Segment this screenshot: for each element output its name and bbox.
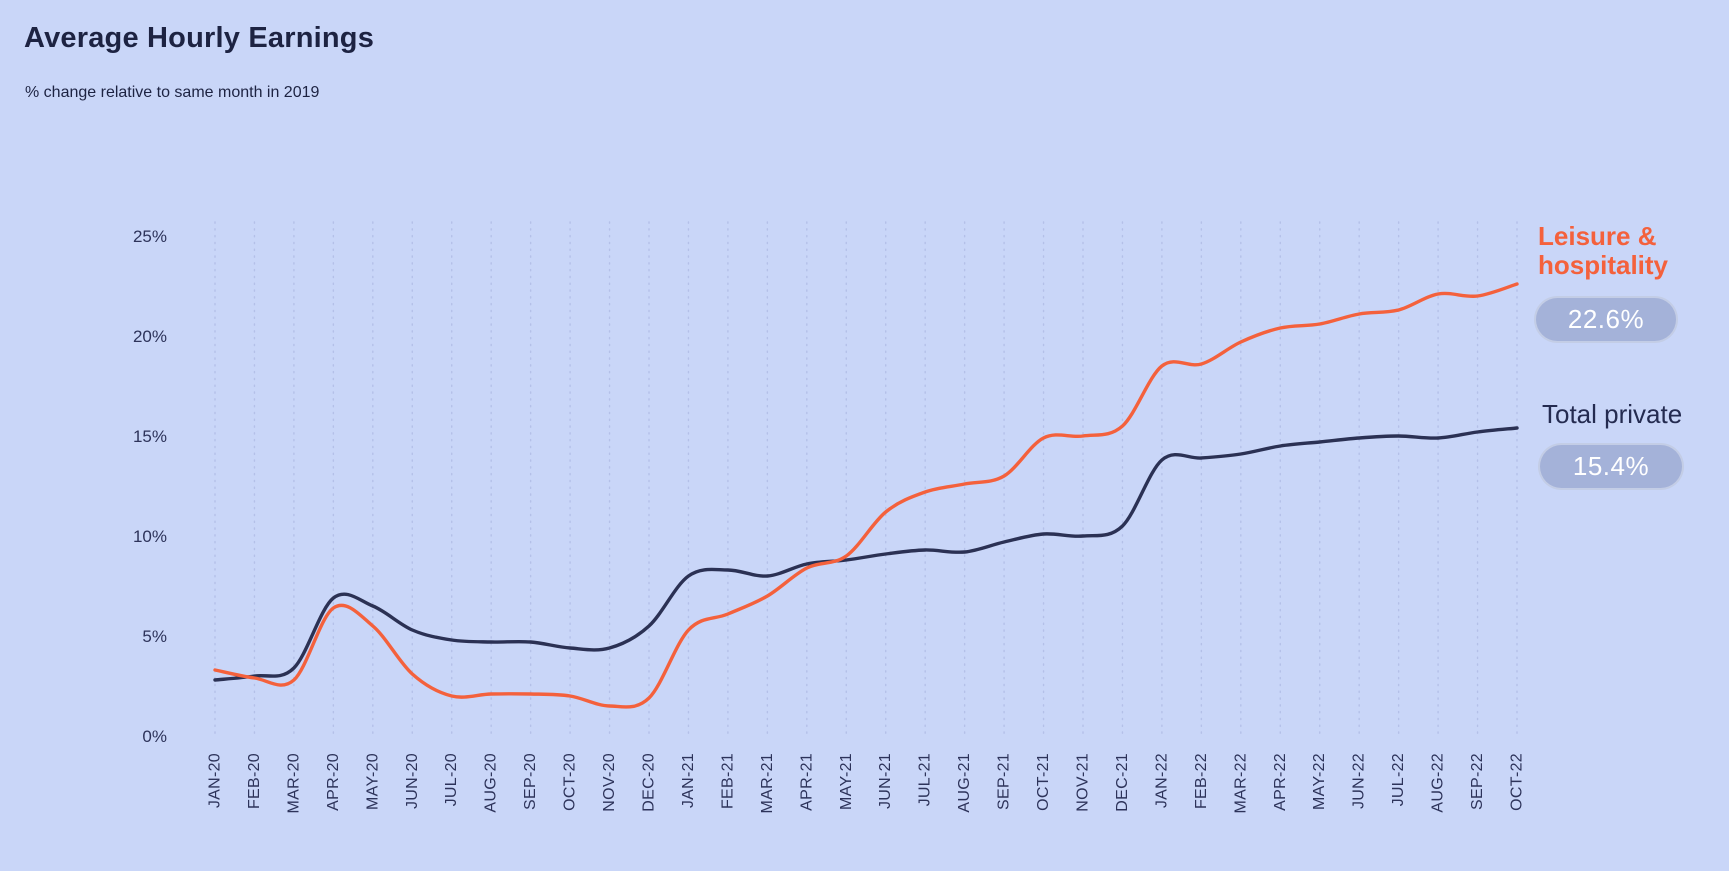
x-tick-label: MAY-20	[364, 753, 381, 810]
x-tick-label: JUN-21	[877, 753, 894, 809]
month-gridlines	[214, 221, 1518, 738]
x-tick-label: SEP-21	[996, 753, 1013, 810]
x-tick-label: JUL-20	[443, 753, 460, 806]
value-badge-total-private: 15.4%	[1538, 443, 1684, 490]
leisure-hospitality-line	[213, 282, 1519, 709]
x-tick-label: NOV-20	[601, 753, 618, 812]
x-tick-label: OCT-21	[1035, 753, 1052, 811]
x-tick-label: DEC-20	[641, 753, 658, 812]
y-tick-label: 0%	[142, 727, 167, 746]
x-tick-label: FEB-22	[1193, 753, 1210, 809]
x-tick-label: OCT-20	[562, 753, 579, 811]
x-tick-label: MAY-22	[1311, 753, 1328, 810]
x-tick-label: MAY-21	[838, 753, 855, 810]
x-tick-label: AUG-20	[483, 753, 500, 813]
y-tick-label: 10%	[133, 527, 167, 546]
x-axis-labels: JAN-20 FEB-20 MAR-20 APR-20 MAY-20 JUN-20 JUL-…	[207, 753, 1526, 813]
x-tick-label: FEB-20	[246, 753, 263, 809]
x-tick-label: JUL-21	[917, 753, 934, 806]
x-tick-label: JAN-21	[680, 753, 697, 808]
chart-subtitle: % change relative to same month in 2019	[25, 84, 320, 101]
x-tick-label: JUL-22	[1390, 753, 1407, 806]
y-tick-label: 5%	[142, 627, 167, 646]
x-tick-label: JAN-22	[1153, 753, 1170, 808]
x-tick-label: JAN-20	[207, 753, 224, 808]
x-tick-label: APR-22	[1272, 753, 1289, 811]
x-tick-label: FEB-21	[719, 753, 736, 809]
x-tick-label: MAR-22	[1232, 753, 1249, 813]
x-tick-label: NOV-21	[1075, 753, 1092, 812]
x-tick-label: APR-21	[798, 753, 815, 811]
y-tick-label: 20%	[133, 327, 167, 346]
page-title: Average Hourly Earnings	[24, 22, 375, 54]
x-tick-label: JUN-22	[1351, 753, 1368, 809]
x-tick-label: AUG-22	[1430, 753, 1447, 813]
x-tick-label: SEP-20	[522, 753, 539, 810]
x-tick-label: AUG-21	[956, 753, 973, 813]
y-tick-label: 25%	[133, 227, 167, 246]
legend-label-total-private: Total private	[1542, 399, 1683, 429]
x-tick-label: APR-20	[325, 753, 342, 811]
x-tick-label: SEP-22	[1469, 753, 1486, 810]
x-tick-label: MAR-20	[285, 753, 302, 813]
x-tick-label: DEC-21	[1114, 753, 1131, 812]
total-private-line	[213, 426, 1519, 682]
value-badge-leisure-hospitality: 22.6%	[1534, 296, 1678, 343]
y-tick-label: 15%	[133, 427, 167, 446]
legend-label-leisure-hospitality: Leisure & hospitality	[1538, 221, 1669, 281]
y-axis-labels: 0% 5% 10% 15% 20% 25%	[133, 227, 167, 746]
x-tick-label: MAR-21	[759, 753, 776, 813]
x-tick-label: OCT-22	[1509, 753, 1526, 811]
x-tick-label: JUN-20	[404, 753, 421, 809]
